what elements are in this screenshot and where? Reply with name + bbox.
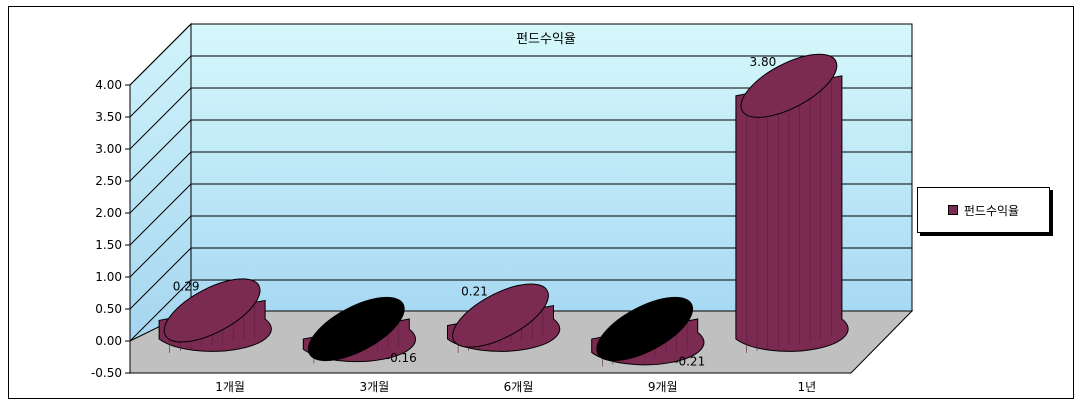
y-tick-label: -0.50 xyxy=(91,366,122,380)
bar-2 xyxy=(447,283,561,353)
y-tick-label: 1.50 xyxy=(95,238,122,252)
x-tick-label: 6개월 xyxy=(504,380,534,394)
y-tick-label: 0.00 xyxy=(95,334,122,348)
gridline-side xyxy=(129,55,192,118)
y-tick-label: 3.50 xyxy=(95,110,122,124)
gridline-side xyxy=(129,87,192,150)
bar-top-ellipse xyxy=(740,53,838,118)
y-tick-label: 4.00 xyxy=(95,78,122,92)
y-tick-label: 0.50 xyxy=(95,302,122,316)
y-tick-label: 1.00 xyxy=(95,270,122,284)
legend-swatch xyxy=(947,205,958,215)
bar-top-ellipse xyxy=(163,278,261,343)
x-tick-label: 1년 xyxy=(798,380,817,394)
bar-top-ellipse xyxy=(452,283,549,348)
data-label: 0.29 xyxy=(173,279,200,293)
y-tick-label: 3.00 xyxy=(95,142,122,156)
x-tick-label: 9개월 xyxy=(648,380,678,394)
chart-frame: 4.00 3.50 3.00 2.50 2.00 1.50 1.00 0.50 0.00 -0.5… xyxy=(8,6,1074,399)
data-label: 0.21 xyxy=(461,285,488,299)
gridline-side xyxy=(129,151,192,214)
fund-return-chart: 4.00 3.50 3.00 2.50 2.00 1.50 1.00 0.50 0.00 -0.5… xyxy=(91,22,914,394)
bars xyxy=(158,53,849,367)
value-labels: 0.29 -0.16 0.21 -0.21 3.80 xyxy=(173,55,777,369)
data-label: -0.21 xyxy=(674,354,705,368)
bar-3 xyxy=(591,296,705,367)
gridline-side xyxy=(129,183,192,246)
legend-label: 펀드수익율 xyxy=(963,203,1020,218)
gridline-side xyxy=(129,247,192,310)
y-axis-ticks: 4.00 3.50 3.00 2.50 2.00 1.50 1.00 0.50 0.00 -0.5… xyxy=(91,78,131,380)
data-label: -0.16 xyxy=(386,351,417,365)
bar-top-ellipse xyxy=(307,296,405,362)
bar-top-ellipse xyxy=(596,296,694,362)
gridline-side xyxy=(129,279,192,342)
bar-0 xyxy=(158,278,272,353)
x-axis-labels: 1개월 3개월 6개월 9개월 1년 xyxy=(130,372,851,394)
y-tick-label: 2.00 xyxy=(95,206,122,220)
gridline-side xyxy=(129,215,192,278)
legend: 펀드수익율 xyxy=(917,187,1050,233)
bar-4 xyxy=(735,53,849,353)
y-tick-label: 2.50 xyxy=(95,174,122,188)
gridline-side xyxy=(129,23,192,86)
x-tick-label: 3개월 xyxy=(359,380,389,394)
chart-title: 펀드수익율 xyxy=(516,32,576,47)
bar-1 xyxy=(302,296,416,364)
gridline-side xyxy=(129,119,192,182)
data-label: 3.80 xyxy=(750,55,777,69)
x-tick-label: 1개월 xyxy=(215,380,245,394)
bar-body xyxy=(735,75,849,352)
